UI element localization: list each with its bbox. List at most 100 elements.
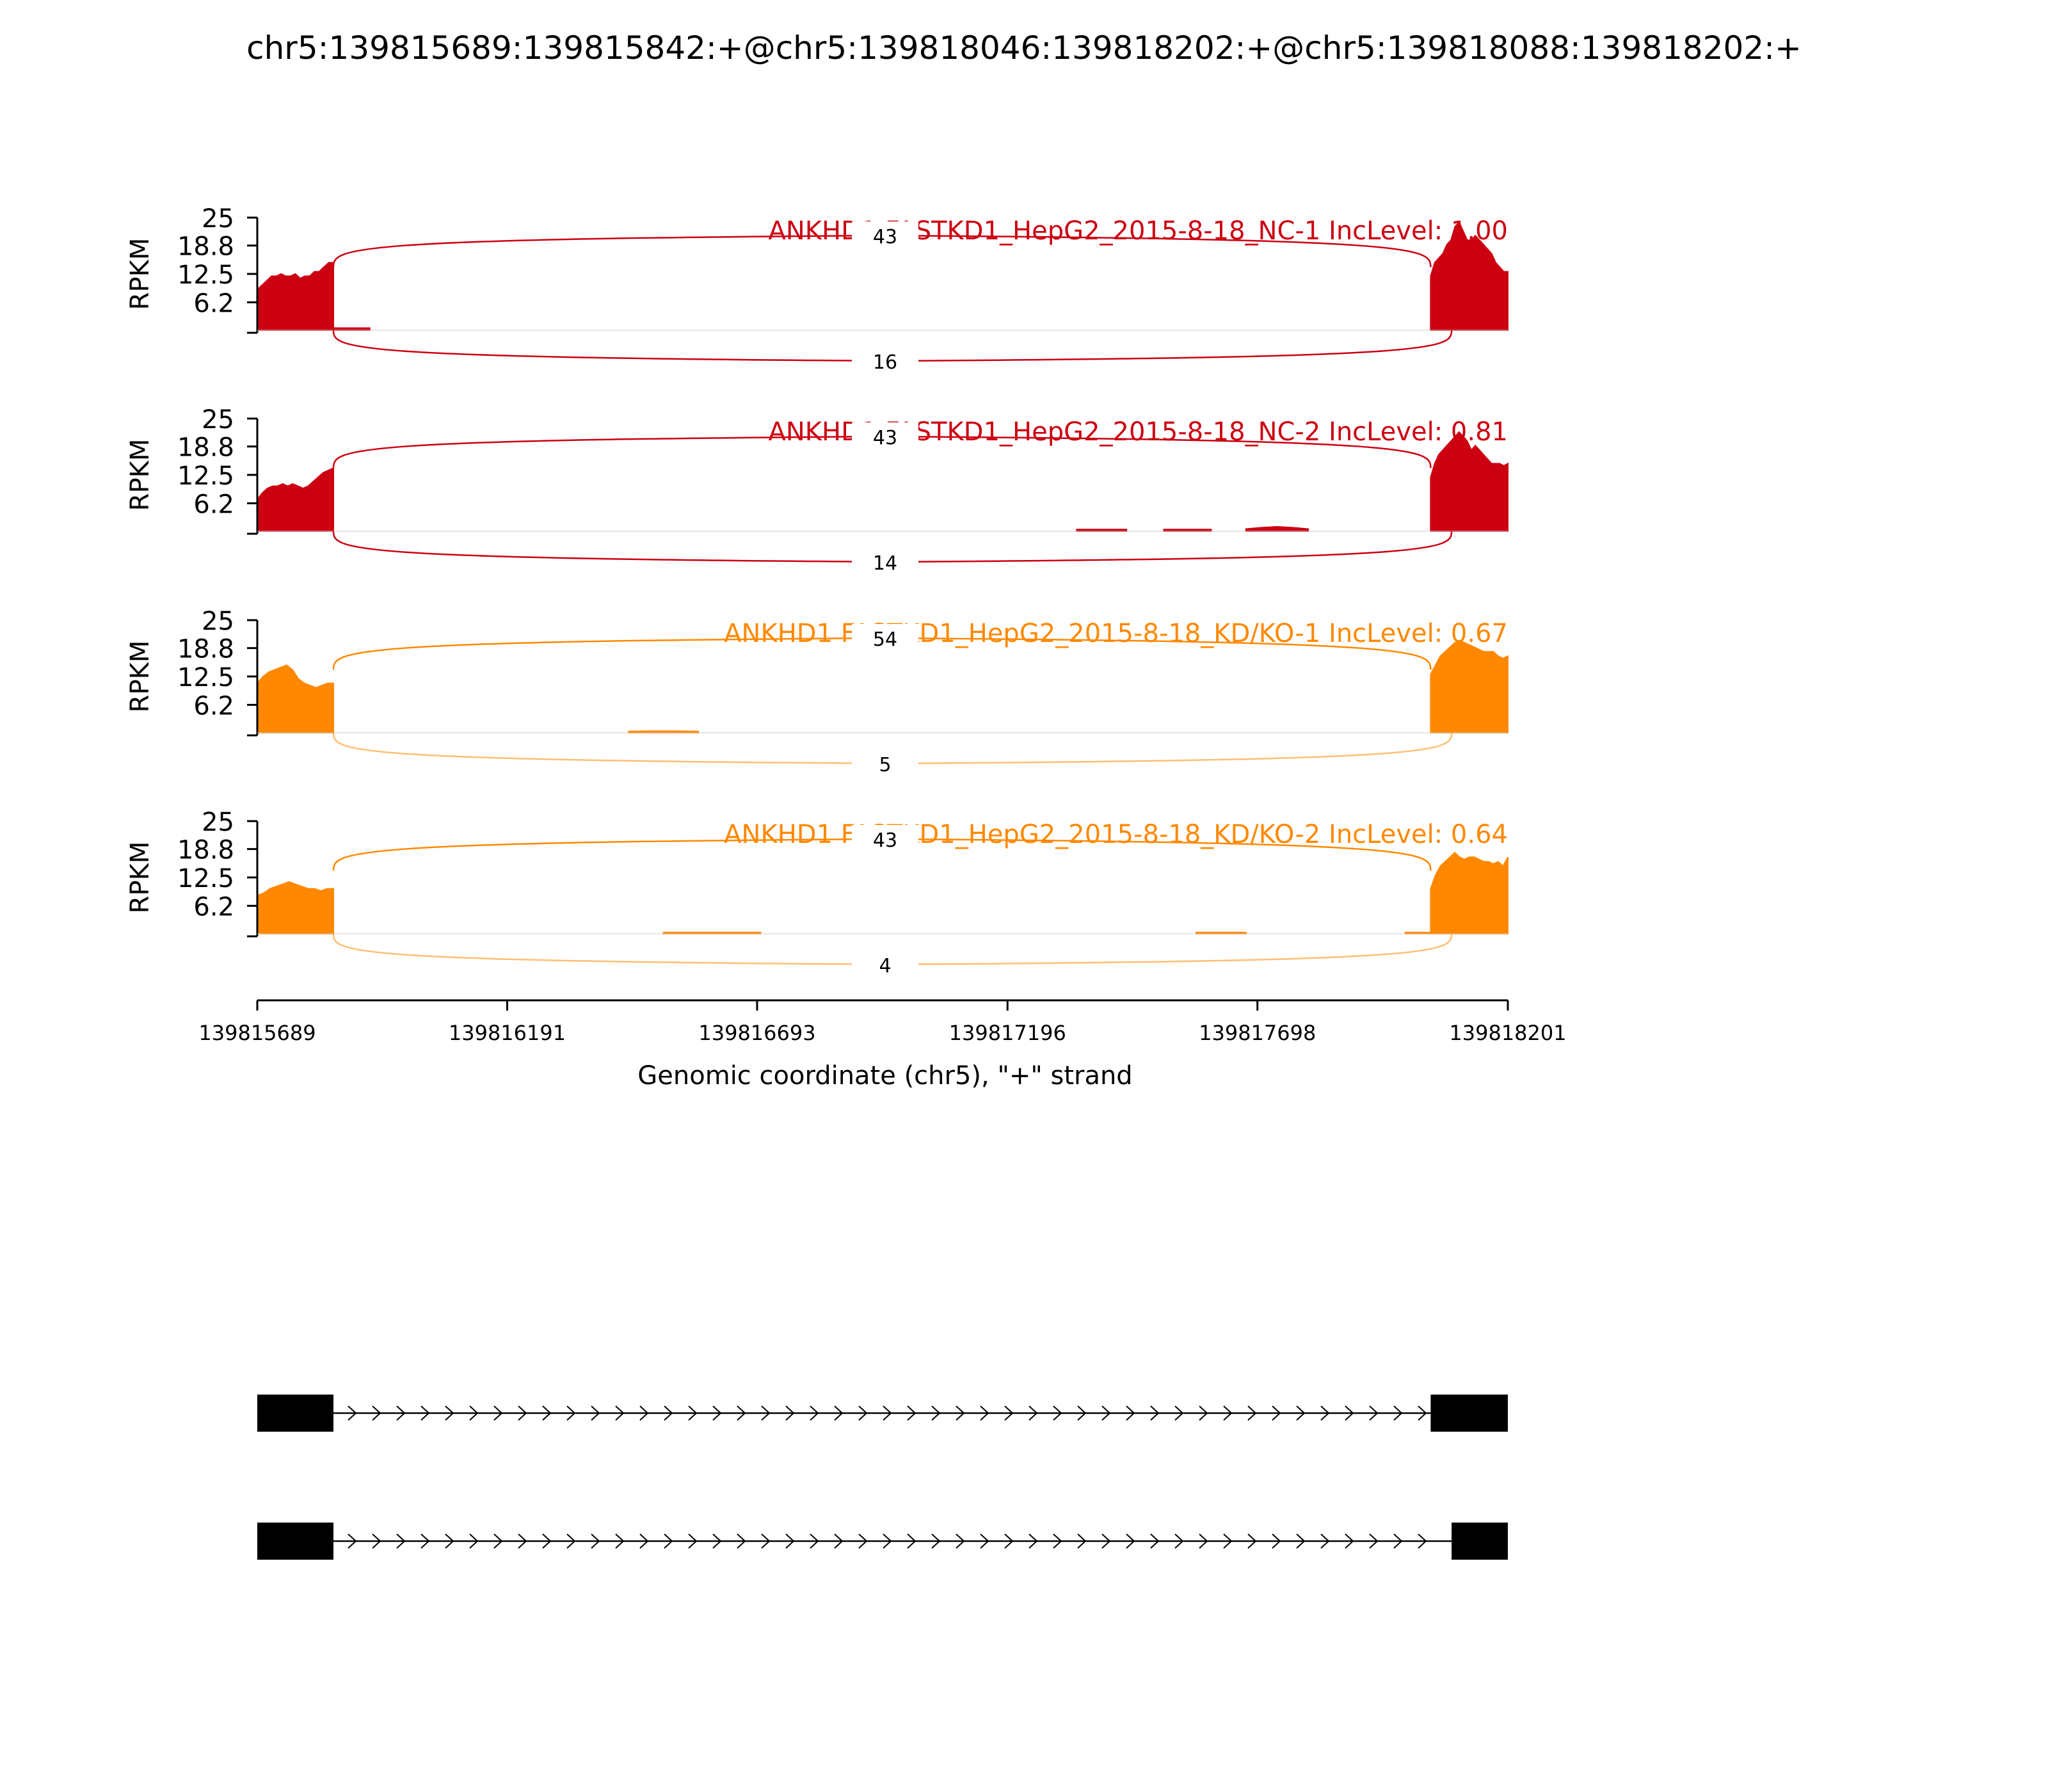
strand-arrow bbox=[566, 1405, 576, 1421]
y-tick-label: 18.8 bbox=[177, 433, 234, 463]
strand-arrow bbox=[1101, 1533, 1111, 1549]
strand-arrow bbox=[712, 1405, 722, 1421]
strand-arrow bbox=[396, 1405, 406, 1421]
strand-arrow bbox=[469, 1533, 479, 1549]
strand-arrow bbox=[1174, 1533, 1184, 1549]
x-tick-label: 139815689 bbox=[198, 1021, 316, 1045]
coverage-area bbox=[1245, 525, 1309, 532]
strand-arrow bbox=[1272, 1533, 1281, 1549]
coverage-area bbox=[1430, 851, 1508, 934]
strand-arrow bbox=[737, 1533, 746, 1549]
strand-arrow bbox=[542, 1405, 552, 1421]
strand-arrow bbox=[1272, 1405, 1281, 1421]
strand-arrow bbox=[1174, 1405, 1184, 1421]
coverage-area bbox=[257, 881, 334, 934]
y-axis-label: RPKM bbox=[125, 238, 155, 310]
strand-arrow bbox=[907, 1533, 916, 1549]
junction-count-bg bbox=[852, 825, 918, 852]
coverage-area bbox=[1430, 221, 1508, 331]
strand-arrow bbox=[1393, 1405, 1403, 1421]
y-tick-label: 6.2 bbox=[193, 490, 234, 519]
y-tick-label: 18.8 bbox=[177, 836, 234, 865]
junction-count: 54 bbox=[873, 628, 897, 651]
coverage-area bbox=[257, 262, 334, 331]
strand-arrow bbox=[639, 1533, 649, 1549]
strand-arrow bbox=[834, 1405, 844, 1421]
strand-arrow bbox=[1247, 1533, 1257, 1549]
strand-arrow bbox=[664, 1533, 673, 1549]
strand-arrow bbox=[493, 1533, 503, 1549]
y-tick-label: 25 bbox=[202, 808, 234, 837]
isoform-2 bbox=[257, 1523, 1508, 1560]
strand-arrow bbox=[1369, 1533, 1379, 1549]
strand-arrow bbox=[1320, 1405, 1330, 1421]
strand-arrow bbox=[615, 1533, 625, 1549]
strand-arrow bbox=[737, 1405, 746, 1421]
y-tick-label: 25 bbox=[202, 405, 234, 435]
coverage-area bbox=[1430, 431, 1508, 532]
junction-count: 43 bbox=[873, 829, 897, 852]
strand-arrow bbox=[956, 1405, 965, 1421]
y-tick-label: 18.8 bbox=[177, 232, 234, 262]
strand-arrow bbox=[615, 1405, 625, 1421]
strand-arrow bbox=[396, 1533, 406, 1549]
strand-arrow bbox=[1345, 1533, 1354, 1549]
strand-arrow bbox=[1150, 1533, 1160, 1549]
strand-arrow bbox=[420, 1533, 430, 1549]
junction-count: 43 bbox=[873, 427, 897, 449]
strand-arrow bbox=[931, 1533, 941, 1549]
strand-arrow bbox=[883, 1533, 892, 1549]
junction-count-bg bbox=[852, 221, 918, 248]
strand-arrow bbox=[542, 1533, 552, 1549]
strand-arrow bbox=[785, 1405, 795, 1421]
x-tick-label: 139817698 bbox=[1199, 1021, 1316, 1045]
y-tick-label: 12.5 bbox=[177, 260, 234, 290]
strand-arrow bbox=[1053, 1533, 1062, 1549]
junction-count-bg bbox=[852, 950, 918, 977]
strand-arrow bbox=[1199, 1405, 1208, 1421]
strand-arrow bbox=[639, 1405, 649, 1421]
strand-arrow bbox=[420, 1405, 430, 1421]
strand-arrow bbox=[445, 1405, 454, 1421]
exon-block bbox=[1452, 1523, 1508, 1560]
strand-arrow bbox=[785, 1533, 795, 1549]
strand-arrow bbox=[1126, 1405, 1135, 1421]
y-tick-label: 12.5 bbox=[177, 864, 234, 893]
strand-arrow bbox=[883, 1405, 892, 1421]
y-axis-label: RPKM bbox=[125, 439, 155, 511]
isoform-1 bbox=[257, 1395, 1508, 1432]
y-tick-label: 6.2 bbox=[193, 691, 234, 721]
x-tick-label: 139816693 bbox=[698, 1021, 815, 1045]
exon-block bbox=[257, 1395, 334, 1432]
strand-arrow bbox=[858, 1533, 868, 1549]
strand-arrow bbox=[591, 1533, 600, 1549]
junction-count-bg bbox=[852, 548, 918, 575]
coverage-area bbox=[333, 327, 371, 331]
y-tick-label: 25 bbox=[202, 607, 234, 636]
junction-count-bg bbox=[852, 347, 918, 374]
strand-arrow bbox=[348, 1405, 357, 1421]
exon-block bbox=[257, 1523, 334, 1560]
strand-arrow bbox=[1126, 1533, 1135, 1549]
strand-arrow bbox=[1077, 1533, 1087, 1549]
strand-arrow bbox=[1345, 1405, 1354, 1421]
coverage-area bbox=[1430, 639, 1508, 733]
x-axis: 139815689 139816191 139816693 139817196 1398… bbox=[198, 999, 1567, 1045]
strand-arrow bbox=[761, 1533, 771, 1549]
junction-count: 5 bbox=[879, 754, 891, 776]
strand-arrow bbox=[1223, 1405, 1233, 1421]
y-axis-label: RPKM bbox=[125, 641, 155, 713]
strand-arrow bbox=[1393, 1533, 1403, 1549]
y-tick-label: 6.2 bbox=[193, 289, 234, 318]
strand-arrow bbox=[1101, 1405, 1111, 1421]
junction-count: 14 bbox=[873, 552, 897, 575]
y-tick-label: 12.5 bbox=[177, 663, 234, 692]
strand-arrow bbox=[761, 1405, 771, 1421]
junction-count: 43 bbox=[873, 226, 897, 248]
junction-count: 16 bbox=[873, 351, 897, 374]
strand-arrow bbox=[712, 1533, 722, 1549]
exon-block bbox=[1430, 1395, 1508, 1432]
